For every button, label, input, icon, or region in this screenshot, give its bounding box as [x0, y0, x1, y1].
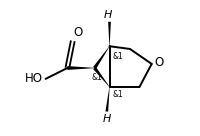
Polygon shape: [93, 46, 110, 69]
Polygon shape: [105, 87, 110, 112]
Text: &1: &1: [112, 52, 123, 61]
Text: O: O: [73, 26, 83, 39]
Text: &1: &1: [112, 90, 123, 99]
Text: HO: HO: [25, 72, 43, 85]
Text: H: H: [104, 10, 112, 20]
Polygon shape: [67, 66, 95, 70]
Polygon shape: [93, 67, 110, 87]
Polygon shape: [108, 22, 111, 46]
Text: H: H: [103, 114, 111, 124]
Text: O: O: [154, 56, 164, 69]
Text: &1: &1: [92, 73, 103, 82]
